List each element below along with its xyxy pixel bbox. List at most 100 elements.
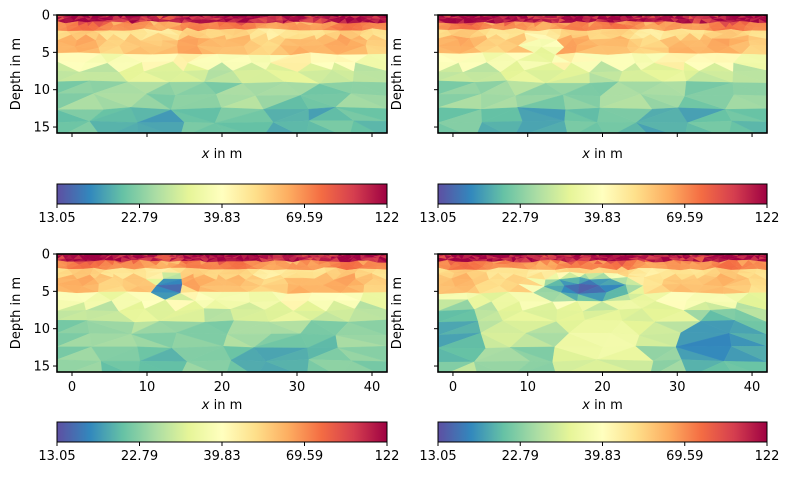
colorbar-tick-label: 22.79 [502,449,539,464]
mesh-cell [375,26,387,31]
colorbar: 13.05 22.79 39.83 69.59 122 [419,183,780,226]
x-axis-label: x in m [581,147,622,162]
mesh-cell [758,258,767,263]
mesh-cell [335,107,387,122]
colorbar-gradient [56,421,388,443]
mesh-cell [354,70,387,83]
mesh-cell [377,22,387,27]
panel-bottom-right: Depth in m 0 10 20 30 40 x in m 13.05 22.79 39.83… [390,253,780,464]
mesh-cell [759,255,767,259]
mesh-cell [380,19,387,23]
mesh-cell [353,81,387,97]
colorbar-tick-label: 69.59 [286,449,323,464]
mesh [438,15,767,133]
mesh-cell [725,108,767,123]
colorbar-tick-label: 69.59 [666,211,703,226]
mesh-cell [335,335,387,347]
mesh-cell [748,292,767,303]
mesh-cell [741,53,767,64]
y-tick-label: 10 [33,83,50,98]
colorbar-tick-label: 122 [375,211,400,226]
panel-bottom-left: 0 5 10 15 Depth in m 0 10 20 30 40 x in m 13.05 22.7… [9,248,399,465]
colorbar-tick-label: 39.83 [203,449,240,464]
mesh-cell [723,361,767,372]
x-tick-label: 0 [68,380,76,395]
colorbar-gradient [56,183,388,205]
mesh-cell [376,269,387,275]
mesh-cell [751,30,767,34]
x-axis-label: x in m [581,398,622,413]
mesh-cell [732,82,767,97]
colorbar-tick-label: 22.79 [502,211,539,226]
mesh-cell [378,257,387,264]
colorbar-tick-label: 13.05 [38,211,75,226]
mesh-cell [372,28,387,36]
colorbar: 13.05 22.79 39.83 69.59 122 [38,421,400,464]
mesh-cell [733,70,767,84]
mesh-cell [373,278,387,286]
y-tick-label: 15 [33,360,50,375]
mesh-cell [748,33,767,40]
y-tick-label: 15 [33,121,50,136]
mesh-cell [734,320,767,335]
mesh-cell [363,292,387,301]
mesh-cell [337,345,387,362]
colorbar: 13.05 22.79 39.83 69.59 122 [419,421,780,464]
y-tick-label: 5 [42,285,50,300]
mesh-cell [758,18,767,24]
colorbar-tick-label: 39.83 [203,211,240,226]
x-axis-label: x in m [201,147,242,162]
colorbar-tick-label: 122 [375,449,400,464]
mesh [57,15,387,133]
colorbar-tick-label: 69.59 [666,449,703,464]
x-tick-label: 40 [744,380,761,395]
mesh-cell [731,346,767,363]
mesh-cell [350,93,387,109]
mesh-cell [751,285,767,293]
y-tick-label: 10 [33,322,50,337]
mesh-cell [355,62,387,72]
x-tick-label: 0 [449,380,457,395]
mesh-cell [753,264,767,271]
mesh-cell [355,308,387,321]
mesh-cell [364,284,387,293]
mesh [57,254,387,372]
mesh-cell [360,300,387,310]
x-axis-label: x in m [201,398,242,413]
mesh-cell [748,278,767,287]
y-axis-label: Depth in m [390,277,405,349]
colorbar-tick-label: 22.79 [121,449,158,464]
mesh-cell [758,22,767,28]
mesh-cell [351,360,387,372]
mesh-cell [755,273,767,281]
mesh-cell [729,332,767,347]
y-tick-label: 5 [42,46,50,61]
mesh-cell [735,308,767,323]
colorbar-tick-label: 39.83 [584,449,621,464]
y-axis-label: Depth in m [9,38,24,110]
colorbar-tick-label: 122 [755,211,780,226]
x-tick-label: 20 [594,380,611,395]
x-tick-label: 20 [214,380,231,395]
mesh-cell [737,302,767,311]
mesh-cell [757,268,767,275]
x-tick-label: 10 [139,380,156,395]
mesh-cell [367,40,387,48]
mesh-cell [761,254,767,258]
mesh-cell [731,120,767,133]
y-axis-label: Depth in m [9,277,24,349]
colorbar-tick-label: 122 [755,449,780,464]
mesh-cell [365,45,387,55]
y-tick-label: 0 [42,248,50,263]
mesh-cell [761,16,767,21]
colorbar-tick-label: 39.83 [584,211,621,226]
mesh-cell [733,94,767,109]
mesh-cell [754,26,767,32]
x-tick-label: 40 [364,380,381,395]
colorbar-gradient [437,183,768,205]
colorbar-tick-label: 13.05 [38,449,75,464]
mesh [438,254,767,372]
mesh-cell [376,265,387,271]
colorbar-tick-label: 13.05 [419,211,456,226]
